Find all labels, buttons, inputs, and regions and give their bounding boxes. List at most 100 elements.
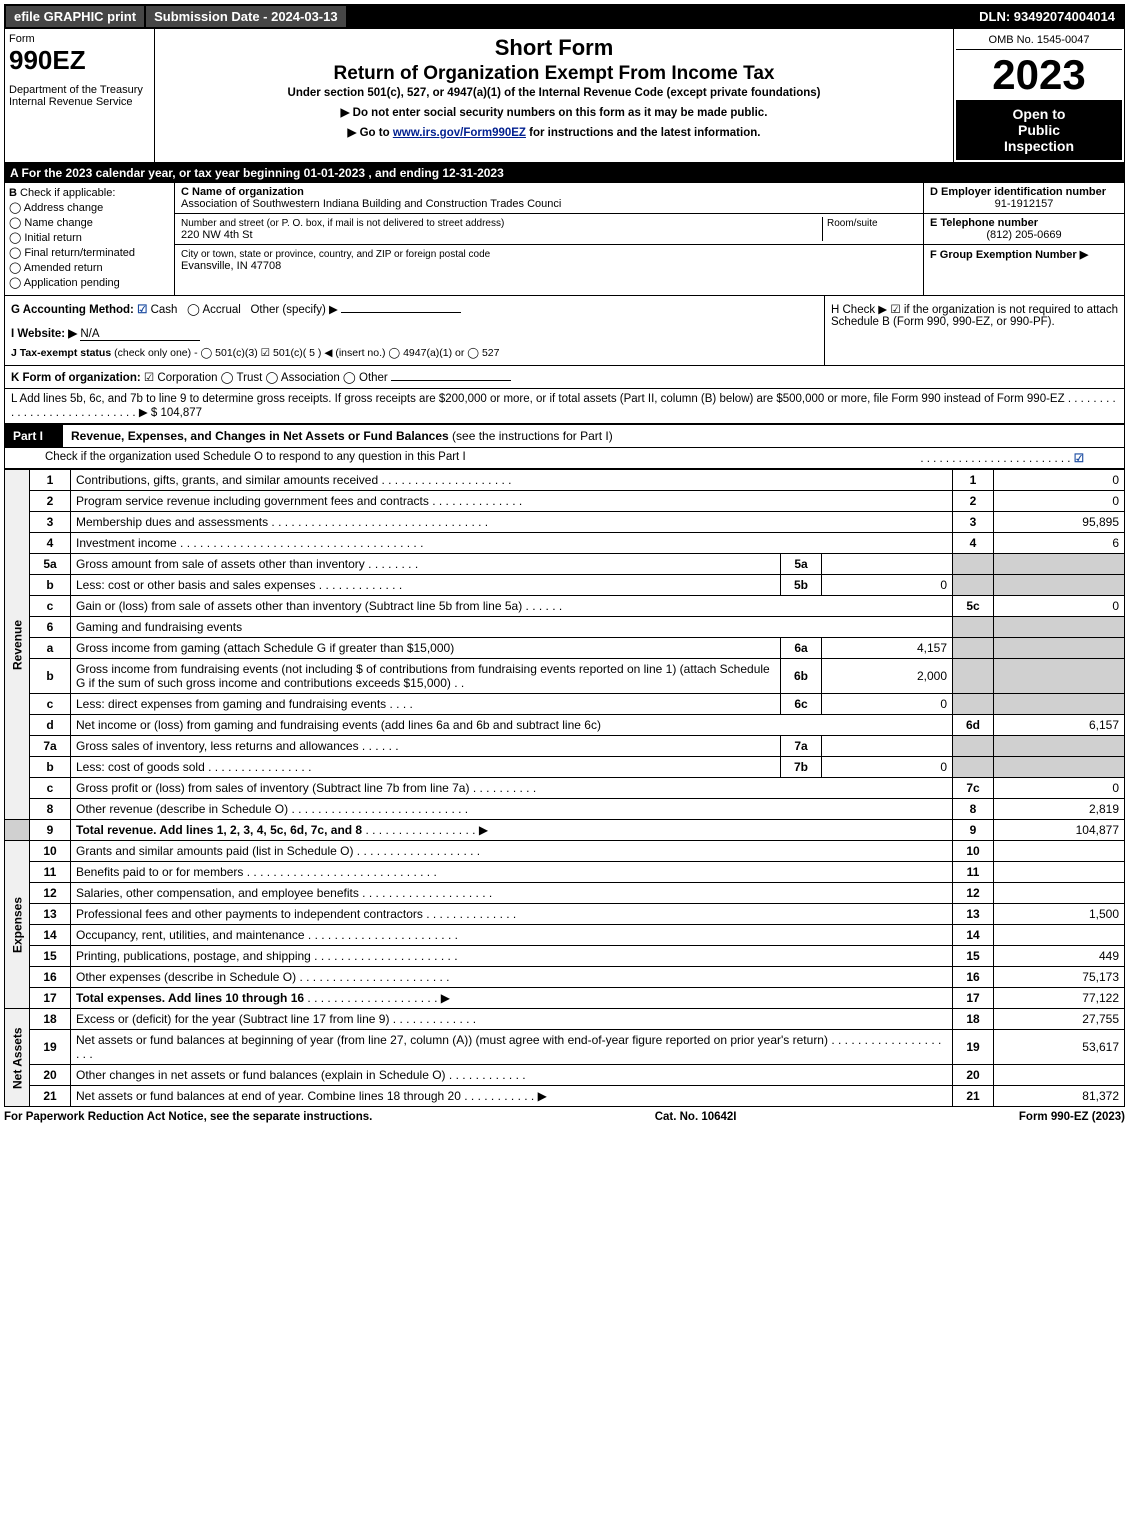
line-6c-val: 0 xyxy=(822,694,953,715)
line-7b-desc: Less: cost of goods sold xyxy=(76,760,205,774)
line-l: L Add lines 5b, 6c, and 7b to line 9 to … xyxy=(4,389,1125,424)
line-4-val: 6 xyxy=(994,533,1125,554)
footer-right: Form 990-EZ (2023) xyxy=(1019,1111,1125,1123)
line-7c-val: 0 xyxy=(994,778,1125,799)
line-8-val: 2,819 xyxy=(994,799,1125,820)
line-5b-desc: Less: cost or other basis and sales expe… xyxy=(76,578,315,592)
section-c: C Name of organization Association of So… xyxy=(175,183,924,295)
line-10-desc: Grants and similar amounts paid (list in… xyxy=(76,844,353,858)
open-public-inspection: Open to Public Inspection xyxy=(956,100,1122,160)
chk-amended-return[interactable]: ◯ Amended return xyxy=(9,261,170,274)
line-6d-val: 6,157 xyxy=(994,715,1125,736)
lines-table: Revenue 1 Contributions, gifts, grants, … xyxy=(4,469,1125,1107)
line-6d-desc: Net income or (loss) from gaming and fun… xyxy=(76,718,601,732)
part-i-note: (see the instructions for Part I) xyxy=(452,429,613,443)
chk-initial-return[interactable]: ◯ Initial return xyxy=(9,231,170,244)
line-19-val: 53,617 xyxy=(994,1030,1125,1065)
line-k: K Form of organization: ☑ Corporation ◯ … xyxy=(4,366,1125,389)
line-h: H Check ▶ ☑ if the organization is not r… xyxy=(824,296,1124,365)
c-room-label: Room/suite xyxy=(827,218,878,229)
line-1-desc: Contributions, gifts, grants, and simila… xyxy=(76,473,378,487)
line-5c-val: 0 xyxy=(994,596,1125,617)
chk-application-pending[interactable]: ◯ Application pending xyxy=(9,276,170,289)
line-2-val: 0 xyxy=(994,491,1125,512)
subtitle-ssn: ▶ Do not enter social security numbers o… xyxy=(159,105,949,119)
expenses-side-label: Expenses xyxy=(5,841,30,1009)
line-4-desc: Investment income xyxy=(76,536,177,550)
line-9-desc: Total revenue. Add lines 1, 2, 3, 4, 5c,… xyxy=(76,823,362,837)
header-right: OMB No. 1545-0047 2023 Open to Public In… xyxy=(954,29,1124,162)
irs-label: Internal Revenue Service xyxy=(9,96,150,108)
part-i-header: Part I Revenue, Expenses, and Changes in… xyxy=(4,424,1125,448)
irs-link[interactable]: www.irs.gov/Form990EZ xyxy=(393,127,526,139)
line-6b-val: 2,000 xyxy=(822,659,953,694)
line-g: G Accounting Method: ☑ Cash ◯ Accrual Ot… xyxy=(11,302,818,316)
c-street-label: Number and street (or P. O. box, if mail… xyxy=(181,218,504,229)
line-17-val: 77,122 xyxy=(994,988,1125,1009)
line-2-desc: Program service revenue including govern… xyxy=(76,494,429,508)
submission-date: Submission Date - 2024-03-13 xyxy=(146,6,348,27)
line-14-val xyxy=(994,925,1125,946)
footer: For Paperwork Reduction Act Notice, see … xyxy=(4,1107,1125,1127)
line-6b-desc: Gross income from fundraising events (no… xyxy=(76,662,770,690)
line-18-desc: Excess or (deficit) for the year (Subtra… xyxy=(76,1012,389,1026)
header-center: Short Form Return of Organization Exempt… xyxy=(155,29,954,162)
line-5a-desc: Gross amount from sale of assets other t… xyxy=(76,557,365,571)
telephone: (812) 205-0669 xyxy=(930,229,1118,241)
line-5c-desc: Gain or (loss) from sale of assets other… xyxy=(76,599,522,613)
line-16-val: 75,173 xyxy=(994,967,1125,988)
form-header: Form 990EZ Department of the Treasury In… xyxy=(4,29,1125,163)
line-12-val xyxy=(994,883,1125,904)
line-15-desc: Printing, publications, postage, and shi… xyxy=(76,949,311,963)
line-16-desc: Other expenses (describe in Schedule O) xyxy=(76,970,296,984)
f-label: F Group Exemption Number ▶ xyxy=(930,249,1088,261)
chk-name-change[interactable]: ◯ Name change xyxy=(9,216,170,229)
org-city: Evansville, IN 47708 xyxy=(181,260,281,272)
line-j: J Tax-exempt status (check only one) - ◯… xyxy=(11,347,818,359)
subtitle-section: Under section 501(c), 527, or 4947(a)(1)… xyxy=(159,87,949,99)
form-number: 990EZ xyxy=(9,45,150,76)
line-1-val: 0 xyxy=(994,470,1125,491)
line-6a-desc: Gross income from gaming (attach Schedul… xyxy=(76,641,454,655)
chk-address-change[interactable]: ◯ Address change xyxy=(9,201,170,214)
efile-print-button[interactable]: efile GRAPHIC print xyxy=(6,6,146,27)
line-7a-val xyxy=(822,736,953,757)
line-15-val: 449 xyxy=(994,946,1125,967)
dept-treasury: Department of the Treasury xyxy=(9,84,150,96)
part-i-title: Revenue, Expenses, and Changes in Net As… xyxy=(71,429,449,443)
line-5b-val: 0 xyxy=(822,575,953,596)
line-3-val: 95,895 xyxy=(994,512,1125,533)
header-left: Form 990EZ Department of the Treasury In… xyxy=(5,29,155,162)
line-21-val: 81,372 xyxy=(994,1086,1125,1107)
section-b: B Check if applicable: ◯ Address change … xyxy=(5,183,175,295)
line-8-desc: Other revenue (describe in Schedule O) xyxy=(76,802,288,816)
revenue-side-label: Revenue xyxy=(5,470,30,820)
section-def: D Employer identification number 91-1912… xyxy=(924,183,1124,295)
line-19-desc: Net assets or fund balances at beginning… xyxy=(76,1033,828,1047)
line-10-val xyxy=(994,841,1125,862)
line-11-val xyxy=(994,862,1125,883)
line-i: I Website: ▶ N/A xyxy=(11,326,818,341)
c-name-label: C Name of organization xyxy=(181,186,304,198)
line-20-desc: Other changes in net assets or fund bala… xyxy=(76,1068,446,1082)
title-return: Return of Organization Exempt From Incom… xyxy=(159,63,949,85)
line-9-val: 104,877 xyxy=(994,820,1125,841)
part-i-label: Part I xyxy=(13,429,53,443)
line-5a-val xyxy=(822,554,953,575)
chk-final-return[interactable]: ◯ Final return/terminated xyxy=(9,246,170,259)
line-1-box: 1 xyxy=(953,470,994,491)
line-3-desc: Membership dues and assessments xyxy=(76,515,268,529)
line-18-val: 27,755 xyxy=(994,1009,1125,1030)
line-7c-desc: Gross profit or (loss) from sales of inv… xyxy=(76,781,469,795)
d-label: D Employer identification number xyxy=(930,186,1106,198)
c-city-label: City or town, state or province, country… xyxy=(181,249,490,260)
omb-number: OMB No. 1545-0047 xyxy=(956,31,1122,50)
subtitle-link: ▶ Go to www.irs.gov/Form990EZ for instru… xyxy=(159,125,949,139)
line-7a-desc: Gross sales of inventory, less returns a… xyxy=(76,739,359,753)
netassets-side-label: Net Assets xyxy=(5,1009,30,1107)
line-6a-val: 4,157 xyxy=(822,638,953,659)
line-7b-val: 0 xyxy=(822,757,953,778)
section-bcdef: B Check if applicable: ◯ Address change … xyxy=(4,183,1125,296)
line-20-val xyxy=(994,1065,1125,1086)
footer-cat: Cat. No. 10642I xyxy=(655,1111,737,1123)
